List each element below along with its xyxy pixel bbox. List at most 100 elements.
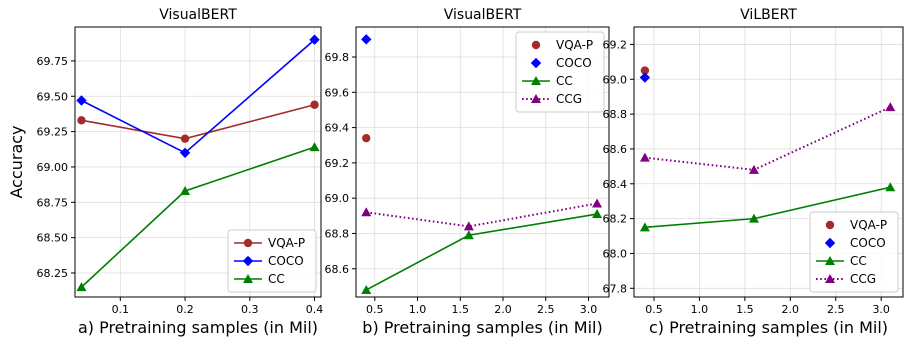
chart-title: VisualBERT (159, 7, 237, 23)
point-cc (592, 209, 603, 219)
y-tick-label: 69.75 (37, 55, 69, 68)
x-axis-label: b) Pretraining samples (in Mil) (362, 318, 602, 337)
y-tick-label: 69.8 (325, 51, 350, 64)
panel-1: 0.1 0.2 0.3 0.4 68.25 68.50 68.75 69.00 69.25 69.… (37, 7, 324, 337)
legend: VQA-P COCO CC CCG (515, 31, 605, 113)
point-vqa-p (362, 133, 371, 143)
y-tick-label: 68.50 (37, 232, 69, 245)
axes-frame (633, 26, 904, 298)
x-tick-label: 1.5 (736, 303, 754, 316)
point-coco (361, 34, 372, 45)
point-cc (361, 284, 372, 294)
series-line-cc (365, 213, 598, 291)
x-tick-label: 2.5 (537, 303, 555, 316)
x-tick-label: 1.0 (409, 303, 427, 316)
point-cc (180, 185, 191, 195)
y-tick-label: 69.0 (325, 192, 350, 205)
point-cc (748, 213, 759, 223)
y-tick-label: 68.0 (603, 247, 628, 260)
legend-label-ccg: CCG (850, 272, 876, 286)
x-axis-label: a) Pretraining samples (in Mil) (78, 318, 318, 337)
y-tick-label: 69.6 (325, 86, 350, 99)
chart-title: ViLBERT (740, 7, 797, 23)
legend-label-cc: CC (850, 254, 867, 268)
legend-label-coco: COCO (556, 56, 592, 70)
point-vqa-p (180, 134, 190, 143)
legend-label-ccg: CCG (556, 92, 582, 106)
legend-marker-coco (530, 57, 542, 69)
x-tick-label: 3.0 (872, 303, 890, 316)
legend-label-vqa-p: VQA-P (268, 236, 305, 250)
y-tick-label: 68.4 (603, 178, 628, 191)
y-tick-label: 68.8 (325, 227, 350, 240)
y-tick-label: 68.6 (325, 263, 350, 276)
y-tick-label: 68.6 (603, 143, 628, 156)
point-ccg (639, 152, 650, 162)
legend-label-vqa-p: VQA-P (556, 38, 593, 52)
legend: VQA-P COCO CC (227, 229, 317, 293)
legend-marker-cc (531, 76, 541, 85)
point-cc (639, 222, 650, 232)
legend-marker-vqa-p (531, 40, 541, 50)
x-tick-label: 0.4 (306, 303, 324, 316)
x-tick-label: 0.5 (645, 303, 663, 316)
x-tick-label: 2.0 (782, 303, 800, 316)
point-vqa-p (310, 100, 319, 109)
series-line-vqa-p (81, 103, 315, 140)
x-tick-label: 0.2 (176, 303, 194, 316)
chart-title: VisualBERT (444, 7, 522, 23)
x-tick-label: 1.0 (691, 303, 709, 316)
legend-marker-cc (243, 274, 253, 283)
legend-box (515, 31, 605, 113)
x-axis-label: c) Pretraining samples (in Mil) (649, 318, 888, 337)
point-ccg (463, 221, 474, 231)
legend-label-coco: COCO (850, 236, 886, 250)
panel-3: 0.5 1.0 1.5 2.0 2.5 3.0 67.8 68.0 68.2 68.4 68.6 68… (603, 7, 904, 337)
y-tick-label: 69.0 (603, 73, 628, 86)
legend-marker-ccg (825, 274, 835, 283)
point-vqa-p (640, 66, 650, 75)
y-tick-label: 69.00 (37, 161, 69, 174)
legend-box (809, 211, 899, 293)
point-coco (179, 147, 191, 159)
legend-marker-coco (824, 237, 836, 249)
y-tick-label: 68.8 (603, 108, 628, 121)
point-ccg (748, 164, 759, 174)
x-tick-label: 0.3 (241, 303, 259, 316)
y-axis-label: Accuracy (7, 125, 26, 198)
y-tick-label: 67.8 (603, 282, 628, 295)
x-tick-label: 2.5 (827, 303, 845, 316)
x-tick-label: 0.5 (366, 303, 384, 316)
legend: VQA-P COCO CC CCG (809, 211, 899, 293)
y-tick-label: 69.50 (37, 90, 69, 103)
point-vqa-p (77, 116, 86, 125)
legend-label-vqa-p: VQA-P (850, 218, 887, 232)
point-cc (309, 142, 320, 152)
legend-marker-vqa-p (243, 238, 253, 248)
y-tick-label: 69.2 (325, 157, 350, 170)
point-ccg (592, 198, 603, 208)
x-tick-label: 0.1 (112, 303, 130, 316)
y-tick-label: 68.25 (37, 267, 69, 280)
series-line-ccg (366, 202, 598, 228)
y-tick-label: 68.75 (37, 196, 69, 209)
legend-label-coco: COCO (268, 254, 304, 268)
point-ccg (885, 102, 896, 112)
x-tick-label: 1.5 (452, 303, 470, 316)
y-tick-label: 69.2 (603, 38, 628, 51)
point-cc (76, 282, 87, 292)
axes-frame (355, 26, 610, 298)
legend-label-cc: CC (556, 74, 573, 88)
point-coco (639, 72, 651, 83)
legend-label-cc: CC (268, 272, 285, 286)
legend-marker-ccg (531, 94, 541, 103)
x-tick-label: 3.0 (580, 303, 598, 316)
x-tick-label: 2.0 (494, 303, 512, 316)
series-line-ccg (644, 106, 891, 171)
point-coco (76, 95, 87, 106)
point-cc (463, 230, 474, 240)
point-cc (885, 182, 896, 192)
y-tick-label: 69.25 (37, 126, 69, 139)
axes-frame (74, 26, 322, 298)
